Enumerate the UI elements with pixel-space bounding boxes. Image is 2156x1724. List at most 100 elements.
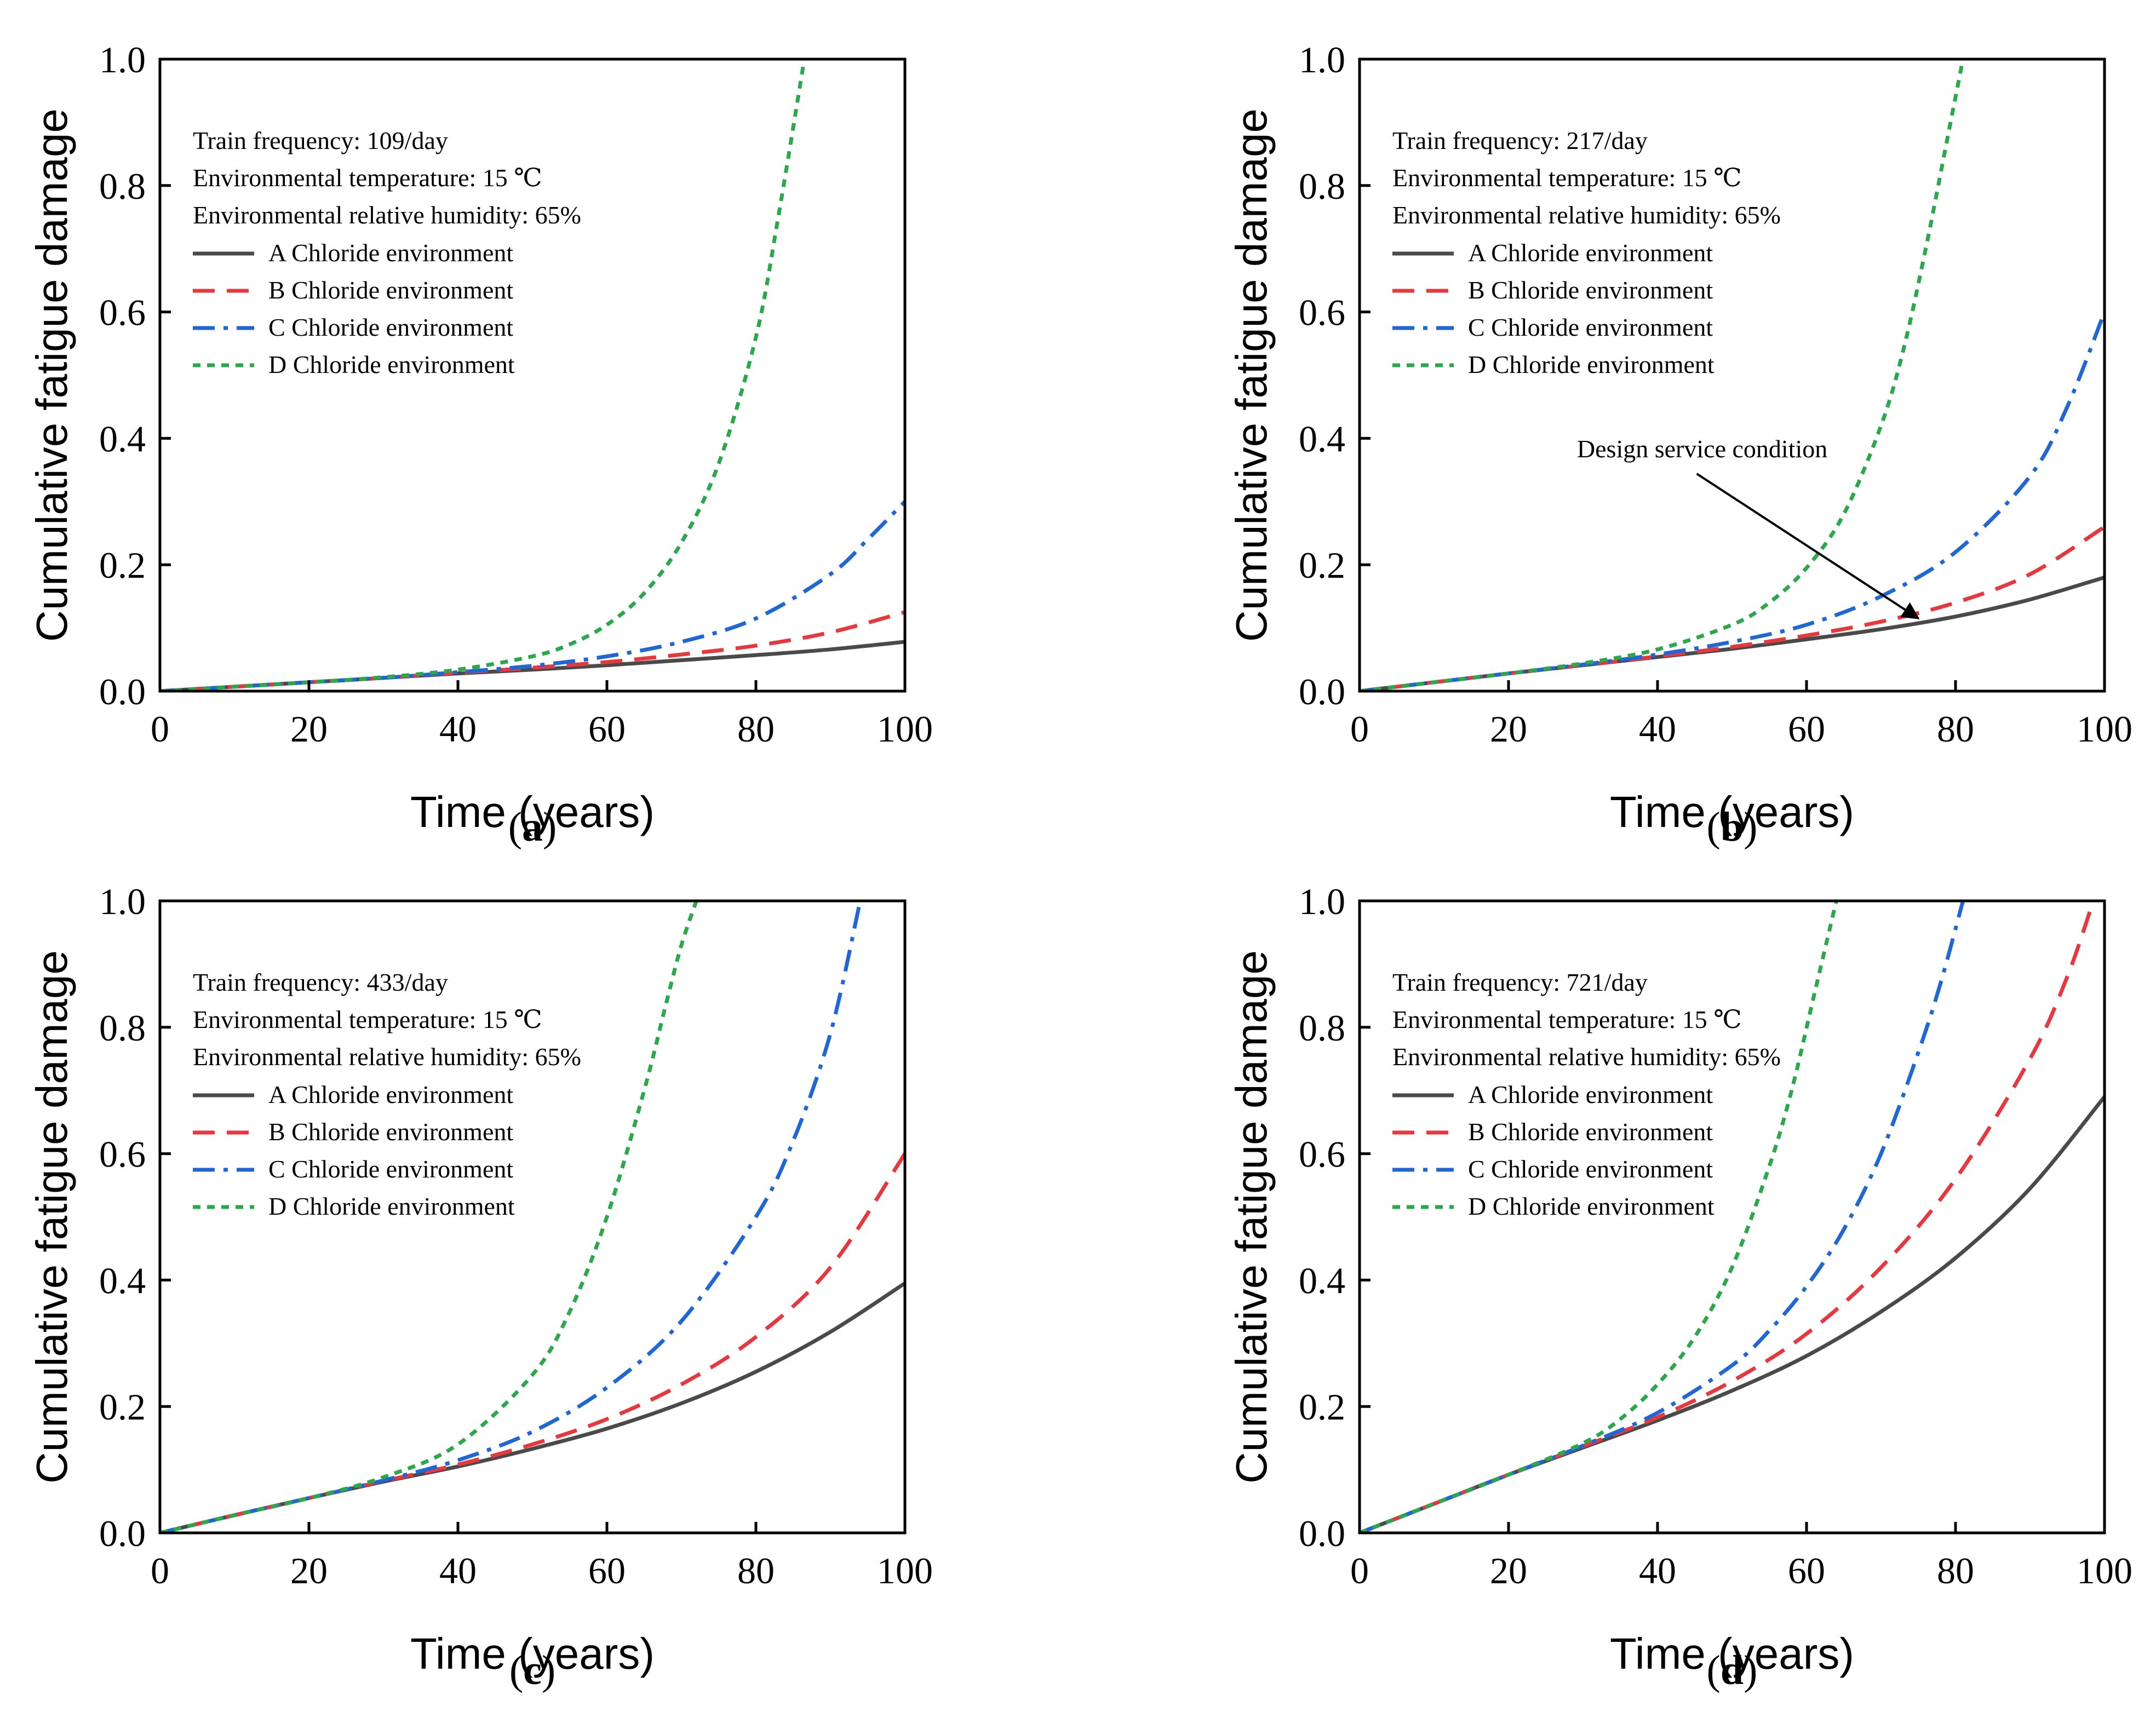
x-tick-label: 100	[877, 1550, 933, 1591]
series-line-d	[1360, 59, 1965, 691]
y-tick-label: 0.4	[99, 418, 146, 459]
y-tick-label: 0.4	[99, 1260, 146, 1301]
panel-label: (b)	[1707, 804, 1758, 850]
legend-label-c: C Chloride environment	[1468, 313, 1713, 341]
train-frequency-text: Train frequency: 433/day	[193, 968, 448, 996]
legend-label-d: D Chloride environment	[1468, 1192, 1715, 1220]
panel-label: (d)	[1707, 1647, 1758, 1693]
y-axis-title: Cumulative fatigue damage	[1227, 950, 1276, 1484]
legend-label-b: B Chloride environment	[1468, 276, 1713, 304]
y-tick-label: 0.6	[1299, 292, 1345, 334]
temperature-text: Environmental temperature: 15 ℃	[193, 164, 542, 192]
x-tick-label: 60	[588, 708, 626, 750]
y-tick-label: 0.8	[99, 1007, 146, 1049]
x-tick-label: 80	[737, 1550, 775, 1591]
train-frequency-text: Train frequency: 109/day	[193, 127, 448, 154]
y-axis-title: Cumulative fatigue damage	[27, 950, 76, 1484]
chart-panel-c: 0 20 40 60 80 100 0.0 0.2 0.4 0.6 0.8 1.0 Time (year…	[27, 881, 933, 1693]
y-tick-label: 0.0	[1299, 671, 1345, 712]
series-line-a	[1360, 575, 2105, 691]
y-tick-label: 0.0	[99, 671, 146, 712]
chart-panel-d: 0 20 40 60 80 100 0.0 0.2 0.4 0.6 0.8 1.0 Time (year…	[1227, 881, 2132, 1693]
temperature-text: Environmental temperature: 15 ℃	[1392, 1005, 1742, 1033]
x-tick-label: 40	[439, 708, 477, 750]
series-line-c	[160, 900, 862, 1533]
legend-label-b: B Chloride environment	[268, 276, 513, 304]
series-line-d	[1360, 900, 1838, 1533]
legend-label-a: A Chloride environment	[268, 1081, 513, 1108]
series-line-d	[160, 59, 806, 691]
series-line-b	[160, 610, 905, 691]
y-tick-label: 1.0	[99, 39, 146, 81]
plot-frame	[1358, 899, 2106, 1535]
series-line-b	[1360, 525, 2105, 691]
humidity-text: Environmental relative humidity: 65%	[1392, 201, 1781, 229]
y-tick-label: 1.0	[1299, 39, 1345, 81]
x-tick-label: 100	[877, 708, 933, 750]
plot-frame	[158, 899, 907, 1535]
series-line-c	[1360, 900, 1965, 1533]
design-service-annotation: Design service condition	[1577, 435, 1827, 463]
x-tick-label: 60	[588, 1550, 626, 1591]
x-tick-label: 20	[290, 708, 328, 750]
train-frequency-text: Train frequency: 721/day	[1392, 968, 1648, 996]
series-line-c	[160, 500, 905, 691]
legend-label-c: C Chloride environment	[268, 313, 513, 341]
plot-frame	[1358, 58, 2106, 693]
y-tick-label: 0.0	[99, 1513, 146, 1554]
legend-label-d: D Chloride environment	[268, 350, 515, 378]
y-tick-label: 0.6	[99, 292, 146, 334]
chart-panel-a: 0 20 40 60 80 100 0.0 0.2 0.4 0.6 0.8 1.0 Time (year…	[27, 39, 933, 850]
y-tick-label: 1.0	[99, 881, 146, 922]
annotation-arrow	[1696, 473, 1920, 619]
legend-label-a: A Chloride environment	[1468, 239, 1713, 267]
panel-label: (c)	[509, 1647, 555, 1693]
x-tick-label: 20	[290, 1550, 328, 1591]
series-line-b	[1360, 900, 2095, 1533]
train-frequency-text: Train frequency: 217/day	[1392, 127, 1648, 154]
y-tick-label: 0.8	[1299, 1007, 1345, 1049]
x-axis-title: Time (years)	[1610, 788, 1854, 836]
x-tick-label: 80	[1937, 1550, 1974, 1591]
legend-label-d: D Chloride environment	[1468, 350, 1715, 378]
x-tick-label: 40	[1639, 708, 1676, 750]
temperature-text: Environmental temperature: 15 ℃	[193, 1005, 542, 1033]
x-tick-label: 80	[737, 708, 775, 750]
y-tick-label: 0.4	[1299, 1260, 1345, 1301]
chart-panel-b: 0 20 40 60 80 100 0.0 0.2 0.4 0.6 0.8 1.0 Time (year…	[1227, 39, 2132, 850]
y-tick-label: 0.6	[99, 1134, 146, 1175]
x-tick-label: 60	[1788, 708, 1825, 750]
y-tick-label: 0.2	[99, 1386, 146, 1428]
y-tick-label: 0.8	[1299, 165, 1345, 207]
y-tick-label: 0.6	[1299, 1134, 1345, 1175]
x-tick-label: 20	[1490, 708, 1527, 750]
humidity-text: Environmental relative humidity: 65%	[1392, 1043, 1781, 1071]
legend-label-c: C Chloride environment	[268, 1155, 513, 1183]
legend-label-a: A Chloride environment	[268, 239, 513, 267]
legend-label-a: A Chloride environment	[1468, 1081, 1713, 1108]
x-tick-label: 0	[151, 1550, 169, 1591]
y-tick-label: 0.8	[99, 165, 146, 207]
x-axis-title: Time (years)	[410, 1629, 655, 1678]
legend-label-d: D Chloride environment	[268, 1192, 515, 1220]
y-axis-title: Cumulative fatigue damage	[27, 108, 76, 642]
plot-frame	[158, 58, 907, 693]
y-tick-label: 1.0	[1299, 881, 1345, 922]
temperature-text: Environmental temperature: 15 ℃	[1392, 164, 1742, 192]
x-tick-label: 60	[1788, 1550, 1825, 1591]
y-tick-label: 0.2	[1299, 544, 1345, 586]
y-tick-label: 0.4	[1299, 418, 1345, 459]
x-tick-label: 0	[1350, 1550, 1369, 1591]
humidity-text: Environmental relative humidity: 65%	[193, 1043, 581, 1071]
panel-label: (a)	[508, 804, 557, 850]
series-line-a	[160, 640, 905, 691]
x-tick-label: 0	[151, 708, 169, 750]
x-tick-label: 100	[2077, 708, 2132, 750]
x-axis-title: Time (years)	[1610, 1629, 1854, 1678]
legend-label-b: B Chloride environment	[268, 1118, 513, 1146]
legend-label-c: C Chloride environment	[1468, 1155, 1713, 1183]
x-tick-label: 0	[1350, 708, 1369, 750]
x-axis-title: Time (years)	[410, 788, 655, 836]
y-tick-label: 0.2	[1299, 1386, 1345, 1428]
